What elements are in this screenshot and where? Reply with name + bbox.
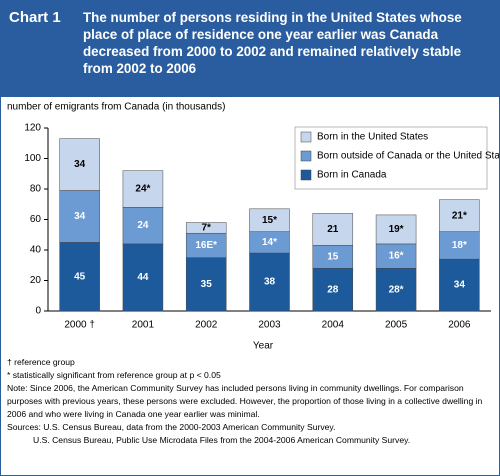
data-label: 21 [327, 224, 339, 235]
y-tick-label: 20 [30, 275, 42, 286]
bar-segment [122, 170, 164, 208]
x-tick-label: 2005 [385, 320, 408, 331]
x-tick-label: 2002 [195, 320, 218, 331]
x-tick-label: 2006 [448, 320, 471, 331]
chart: number of emigrants from Canada (in thou… [7, 102, 499, 352]
y-tick-label: 60 [30, 214, 42, 225]
x-axis-label: Year [253, 341, 274, 352]
data-label: 24* [135, 184, 150, 195]
bar-segment [185, 222, 227, 234]
bar-segment [59, 190, 100, 243]
data-label: 45 [74, 271, 86, 282]
data-label: 34 [454, 280, 466, 291]
data-label: 15* [262, 215, 277, 226]
bar-segment [59, 138, 100, 191]
y-tick-label: 80 [30, 184, 42, 195]
data-label: 18* [452, 240, 467, 251]
data-label: 24 [137, 220, 149, 231]
chart-title: The number of persons residing in the Un… [83, 10, 462, 76]
bar-segment [249, 252, 290, 312]
notes: † reference group * statistically signifi… [7, 356, 493, 447]
bar-segment [439, 231, 480, 260]
data-label: 14* [262, 237, 277, 248]
bar-segment [439, 199, 480, 232]
data-label: 35 [201, 279, 213, 290]
data-label: 44 [137, 272, 149, 283]
data-label: 7* [201, 223, 211, 234]
x-tick-label: 2004 [322, 320, 345, 331]
chart-label: Chart 1 [9, 9, 61, 26]
data-label: 34 [74, 159, 86, 170]
data-label: 21* [452, 210, 467, 221]
y-tick-label: 100 [24, 153, 41, 164]
footnote: † reference group [7, 357, 75, 367]
bar-segment [59, 242, 100, 312]
x-tick-label: 2001 [132, 320, 155, 331]
header: Chart 1 The number of persons residing i… [1, 1, 499, 97]
bar-segment [312, 213, 354, 246]
bar-segment [122, 243, 164, 312]
footnote: Sources: U.S. Census Bureau, data from t… [7, 422, 336, 432]
bar-segment [122, 207, 164, 245]
data-label: 16* [389, 251, 404, 262]
footnote: Note: Since 2006, the American Community… [7, 383, 483, 419]
data-label: 38 [264, 277, 276, 288]
legend-label: Born in the United States [317, 132, 428, 143]
data-label: 34 [74, 211, 86, 222]
data-label: 28 [327, 284, 339, 295]
data-label: 16E* [195, 240, 217, 251]
bar-segment [375, 243, 417, 269]
y-tick-label: 40 [30, 245, 42, 256]
data-label: 15 [327, 252, 339, 263]
bar-segment [185, 232, 227, 258]
legend-label: Born outside of Canada or the United Sta… [317, 151, 499, 162]
bar-segment [249, 208, 290, 232]
data-label: 19* [389, 224, 404, 235]
y-tick-label: 0 [35, 306, 41, 317]
legend-swatch [300, 169, 312, 181]
x-tick-label: 2003 [258, 320, 281, 331]
x-tick-label: 2000 † [64, 320, 95, 331]
footnote: * statistically significant from referen… [7, 370, 221, 380]
data-label: 28* [389, 284, 404, 295]
bar-segment [375, 214, 417, 245]
footnote: U.S. Census Bureau, Public Use Microdata… [33, 435, 411, 445]
y-axis-label: number of emigrants from Canada (in thou… [7, 102, 225, 113]
bar-segment [312, 268, 354, 312]
legend-swatch [300, 150, 312, 162]
bar-segment [439, 258, 480, 312]
y-tick-label: 120 [24, 123, 41, 134]
legend-box [294, 126, 488, 190]
legend-label: Born in Canada [317, 170, 387, 181]
legend-swatch [300, 131, 312, 143]
